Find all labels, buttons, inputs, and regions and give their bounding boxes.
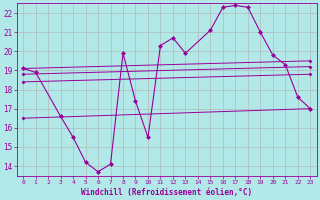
- X-axis label: Windchill (Refroidissement éolien,°C): Windchill (Refroidissement éolien,°C): [81, 188, 252, 197]
